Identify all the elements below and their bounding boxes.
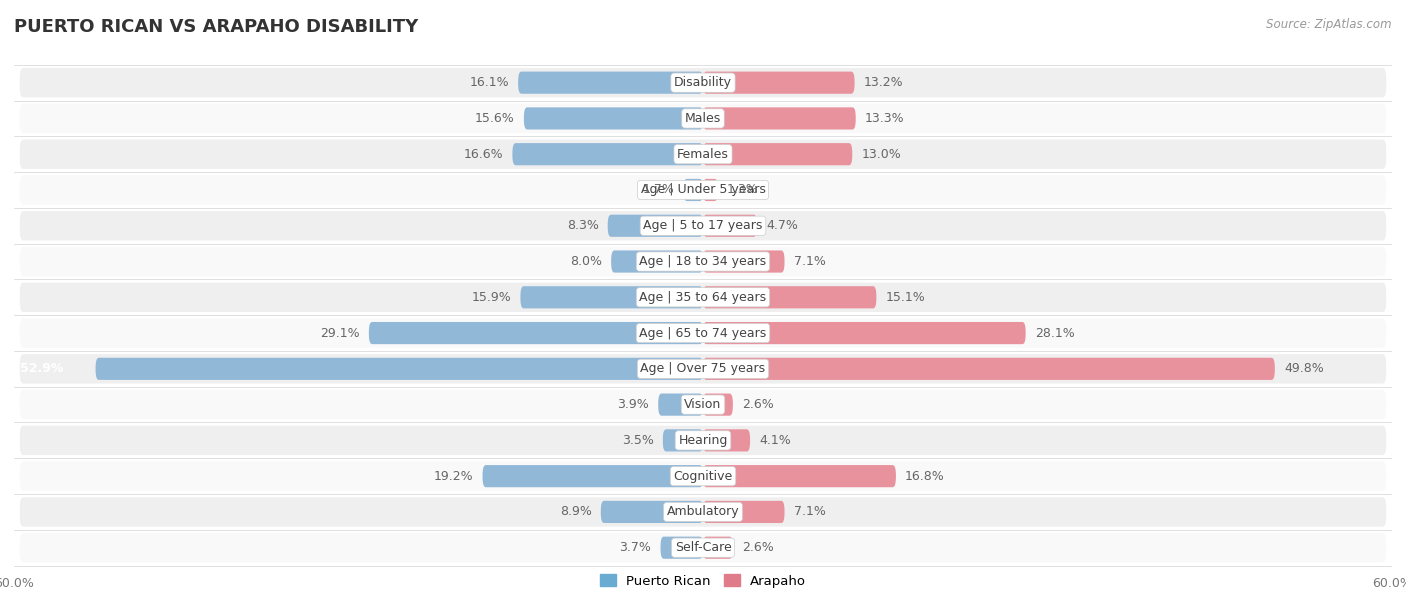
FancyBboxPatch shape — [703, 179, 718, 201]
FancyBboxPatch shape — [683, 179, 703, 201]
Text: 16.8%: 16.8% — [905, 469, 945, 483]
FancyBboxPatch shape — [20, 390, 1386, 419]
FancyBboxPatch shape — [524, 107, 703, 130]
FancyBboxPatch shape — [368, 322, 703, 344]
FancyBboxPatch shape — [20, 68, 1386, 97]
Text: 29.1%: 29.1% — [321, 327, 360, 340]
Text: Age | 35 to 64 years: Age | 35 to 64 years — [640, 291, 766, 304]
FancyBboxPatch shape — [519, 72, 703, 94]
Text: 16.6%: 16.6% — [464, 147, 503, 161]
Legend: Puerto Rican, Arapaho: Puerto Rican, Arapaho — [595, 569, 811, 593]
Text: 2.6%: 2.6% — [742, 541, 773, 554]
FancyBboxPatch shape — [703, 322, 1025, 344]
FancyBboxPatch shape — [512, 143, 703, 165]
Text: 19.2%: 19.2% — [433, 469, 474, 483]
Text: Self-Care: Self-Care — [675, 541, 731, 554]
Text: Vision: Vision — [685, 398, 721, 411]
Text: 28.1%: 28.1% — [1035, 327, 1074, 340]
Text: Age | 65 to 74 years: Age | 65 to 74 years — [640, 327, 766, 340]
FancyBboxPatch shape — [703, 465, 896, 487]
FancyBboxPatch shape — [661, 537, 703, 559]
FancyBboxPatch shape — [703, 215, 756, 237]
Text: 7.1%: 7.1% — [794, 255, 825, 268]
Text: 15.1%: 15.1% — [886, 291, 925, 304]
Text: 13.3%: 13.3% — [865, 112, 904, 125]
FancyBboxPatch shape — [703, 286, 876, 308]
Text: PUERTO RICAN VS ARAPAHO DISABILITY: PUERTO RICAN VS ARAPAHO DISABILITY — [14, 18, 419, 36]
Text: 7.1%: 7.1% — [794, 506, 825, 518]
Text: Age | Over 75 years: Age | Over 75 years — [641, 362, 765, 375]
FancyBboxPatch shape — [20, 140, 1386, 169]
FancyBboxPatch shape — [520, 286, 703, 308]
FancyBboxPatch shape — [20, 533, 1386, 562]
Text: 4.1%: 4.1% — [759, 434, 792, 447]
Text: 8.9%: 8.9% — [560, 506, 592, 518]
FancyBboxPatch shape — [482, 465, 703, 487]
FancyBboxPatch shape — [703, 429, 749, 452]
Text: 15.9%: 15.9% — [471, 291, 512, 304]
Text: Cognitive: Cognitive — [673, 469, 733, 483]
FancyBboxPatch shape — [20, 211, 1386, 241]
FancyBboxPatch shape — [20, 426, 1386, 455]
Text: 13.0%: 13.0% — [862, 147, 901, 161]
Text: 4.7%: 4.7% — [766, 219, 799, 232]
Text: Males: Males — [685, 112, 721, 125]
Text: 15.6%: 15.6% — [475, 112, 515, 125]
Text: Females: Females — [678, 147, 728, 161]
Text: 16.1%: 16.1% — [470, 76, 509, 89]
FancyBboxPatch shape — [20, 498, 1386, 526]
FancyBboxPatch shape — [703, 250, 785, 272]
FancyBboxPatch shape — [607, 215, 703, 237]
FancyBboxPatch shape — [20, 175, 1386, 204]
Text: Source: ZipAtlas.com: Source: ZipAtlas.com — [1267, 18, 1392, 31]
Text: Age | Under 5 years: Age | Under 5 years — [641, 184, 765, 196]
FancyBboxPatch shape — [703, 72, 855, 94]
FancyBboxPatch shape — [703, 143, 852, 165]
Text: 49.8%: 49.8% — [1284, 362, 1324, 375]
FancyBboxPatch shape — [20, 318, 1386, 348]
Text: 13.2%: 13.2% — [863, 76, 904, 89]
Text: 52.9%: 52.9% — [20, 362, 63, 375]
Text: Hearing: Hearing — [678, 434, 728, 447]
FancyBboxPatch shape — [96, 358, 703, 380]
Text: 8.0%: 8.0% — [569, 255, 602, 268]
Text: Age | 18 to 34 years: Age | 18 to 34 years — [640, 255, 766, 268]
FancyBboxPatch shape — [703, 501, 785, 523]
Text: Ambulatory: Ambulatory — [666, 506, 740, 518]
Text: 2.6%: 2.6% — [742, 398, 773, 411]
FancyBboxPatch shape — [703, 358, 1275, 380]
Text: 3.5%: 3.5% — [621, 434, 654, 447]
FancyBboxPatch shape — [20, 354, 1386, 384]
FancyBboxPatch shape — [20, 247, 1386, 276]
Text: Disability: Disability — [673, 76, 733, 89]
FancyBboxPatch shape — [703, 107, 856, 130]
FancyBboxPatch shape — [600, 501, 703, 523]
FancyBboxPatch shape — [662, 429, 703, 452]
Text: 8.3%: 8.3% — [567, 219, 599, 232]
FancyBboxPatch shape — [612, 250, 703, 272]
FancyBboxPatch shape — [20, 461, 1386, 491]
FancyBboxPatch shape — [703, 537, 733, 559]
FancyBboxPatch shape — [658, 394, 703, 416]
FancyBboxPatch shape — [20, 104, 1386, 133]
FancyBboxPatch shape — [703, 394, 733, 416]
FancyBboxPatch shape — [20, 283, 1386, 312]
Text: 1.3%: 1.3% — [727, 184, 759, 196]
Text: 1.7%: 1.7% — [643, 184, 675, 196]
Text: 3.7%: 3.7% — [620, 541, 651, 554]
Text: Age | 5 to 17 years: Age | 5 to 17 years — [644, 219, 762, 232]
Text: 3.9%: 3.9% — [617, 398, 650, 411]
